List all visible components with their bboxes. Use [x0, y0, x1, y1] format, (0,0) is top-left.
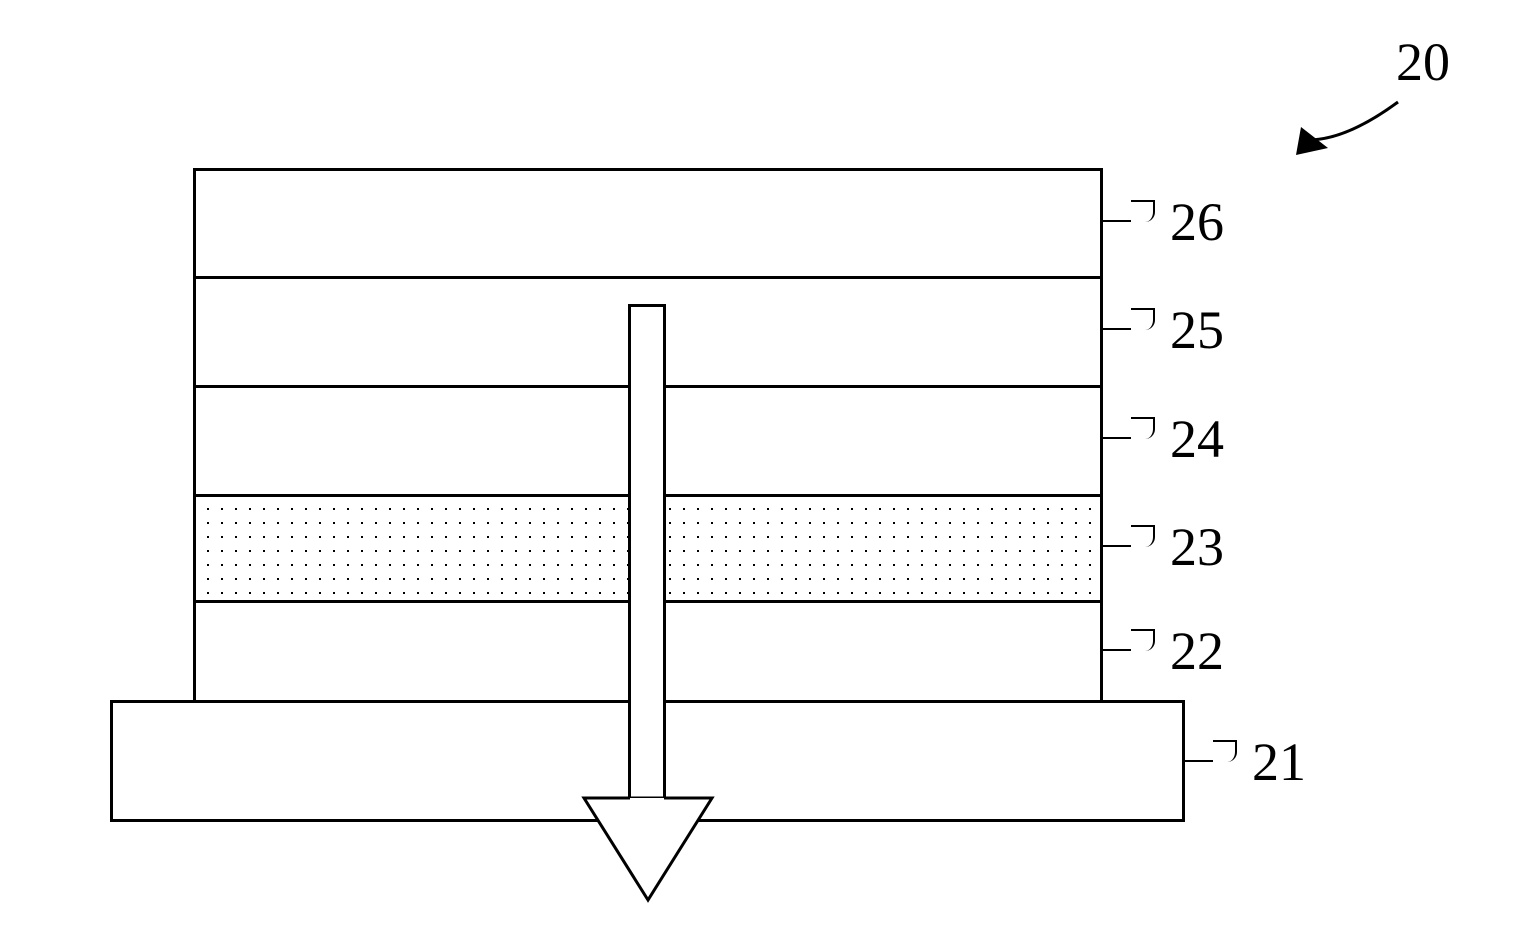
leader-25-tail — [1103, 328, 1131, 330]
leader-24-curve — [1131, 417, 1155, 439]
leader-24-tail — [1103, 437, 1131, 439]
leader-23-curve — [1131, 525, 1155, 547]
arrow-shaft — [628, 304, 666, 804]
leader-22-curve — [1131, 629, 1155, 651]
diagram-canvas: 26 25 24 23 22 21 20 — [0, 0, 1525, 940]
label-21: 21 — [1252, 735, 1306, 789]
leader-22-tail — [1103, 649, 1131, 651]
leader-21-curve — [1213, 740, 1237, 762]
leader-23-tail — [1103, 545, 1131, 547]
leader-25-curve — [1131, 308, 1155, 330]
leader-21-tail — [1185, 760, 1213, 762]
layer-26 — [193, 168, 1103, 279]
label-24: 24 — [1170, 412, 1224, 466]
label-26: 26 — [1170, 195, 1224, 249]
leader-26-curve — [1131, 200, 1155, 222]
label-23: 23 — [1170, 520, 1224, 574]
label-20: 20 — [1396, 35, 1450, 89]
label-25: 25 — [1170, 303, 1224, 357]
label-22: 22 — [1170, 624, 1224, 678]
leader-26-tail — [1103, 220, 1131, 222]
